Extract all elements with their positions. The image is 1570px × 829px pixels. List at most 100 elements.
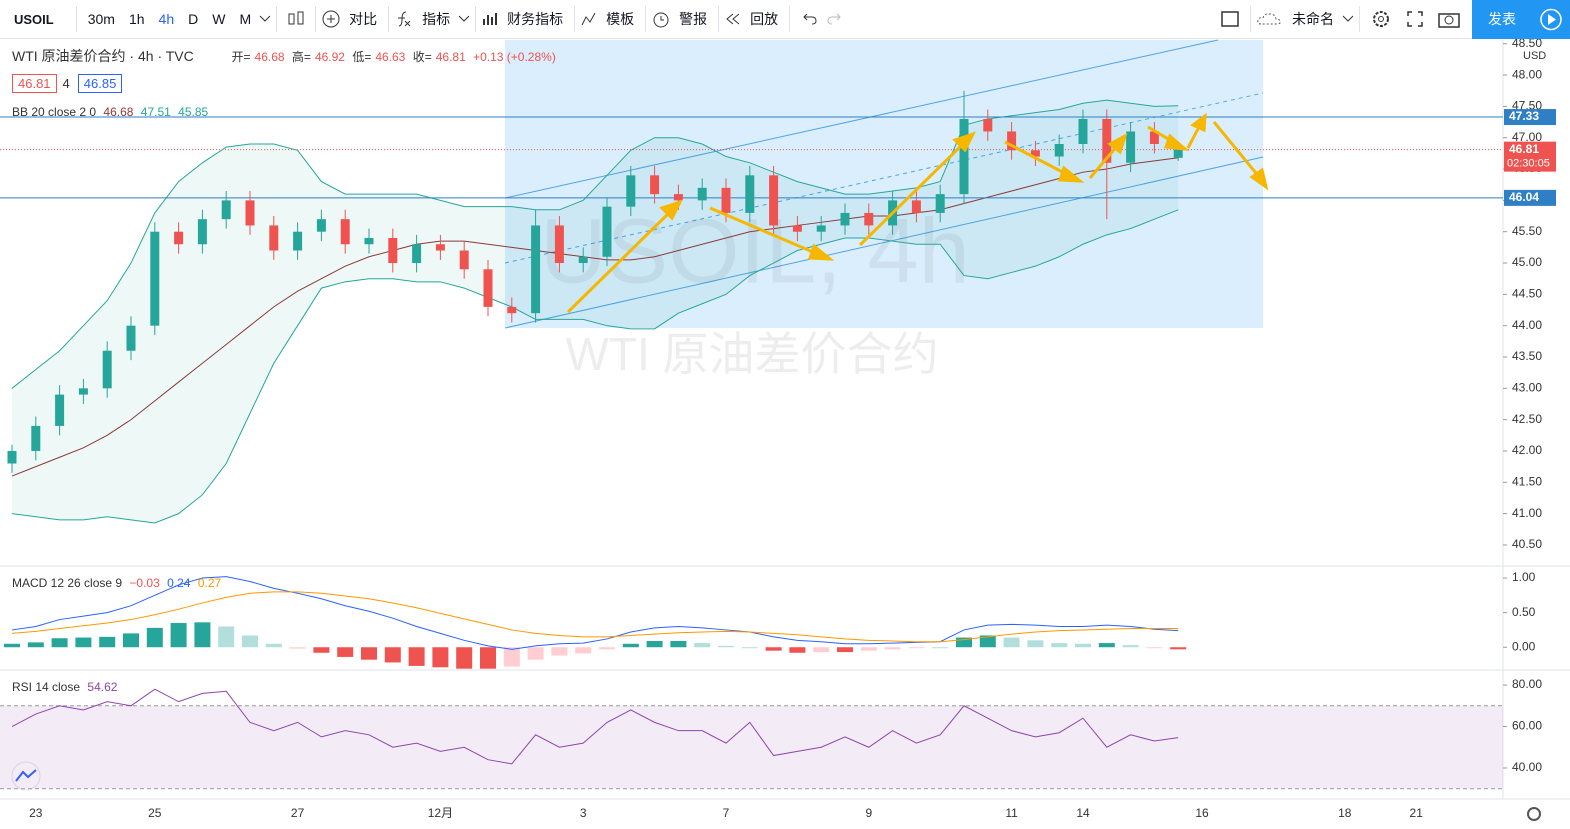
candle-body (531, 225, 541, 314)
candle-body (1102, 118, 1112, 163)
fullscreen-box[interactable] (1216, 9, 1246, 29)
currency: USD (1523, 50, 1546, 62)
interval[interactable]: 4h (158, 11, 175, 27)
candle-body (626, 175, 636, 207)
macd-hist (1098, 643, 1115, 648)
macd-hist (27, 642, 44, 648)
y-tick-label: 40.00 (1512, 760, 1542, 774)
compare-icon[interactable] (320, 9, 342, 29)
bb-value: 47.51 (140, 105, 171, 119)
candle-body (1149, 131, 1159, 144)
macd-value: 0.27 (197, 576, 222, 590)
candle-body (697, 187, 707, 201)
candle-body (150, 231, 160, 326)
fullscreen[interactable] (1398, 8, 1432, 30)
change: +0.13 (+0.28%) (473, 50, 556, 64)
dropdown[interactable] (258, 14, 272, 24)
replay-icon[interactable] (723, 9, 743, 29)
bb-fill (12, 100, 1179, 524)
snapshot[interactable] (1432, 8, 1466, 30)
macd-hist (813, 647, 830, 653)
ask[interactable]: 46.85 (77, 74, 123, 93)
macd-hist (551, 647, 568, 656)
settings-icon[interactable] (1527, 807, 1541, 821)
price-badge-label: 47.33 (1509, 109, 1539, 123)
y-tick-label: 1.00 (1512, 570, 1536, 584)
financials-icon[interactable] (480, 9, 500, 29)
x-tick-label: 21 (1410, 806, 1424, 820)
undo-redo[interactable] (794, 9, 850, 29)
signal-line (11, 591, 1179, 643)
symbol[interactable]: USOIL (14, 11, 54, 27)
y-tick-label: 43.50 (1512, 349, 1542, 363)
x-tick-label: 18 (1338, 806, 1352, 820)
macd-legend: MACD 12 26 close 9 −0.03 0.24 0.27 (12, 576, 225, 590)
chart-style[interactable] (281, 9, 311, 29)
compare[interactable]: 对比 (349, 11, 378, 27)
candle-body (7, 450, 17, 464)
cloud-icon[interactable] (1255, 9, 1285, 29)
interval[interactable]: M (239, 11, 252, 27)
candle-body (459, 250, 469, 270)
macd-hist (741, 647, 758, 649)
dropdown[interactable] (1341, 14, 1355, 24)
candle-body (174, 231, 184, 245)
macd-hist (932, 647, 949, 649)
settings[interactable] (1364, 8, 1398, 30)
interval[interactable]: D (188, 11, 199, 27)
separator (718, 6, 720, 32)
candle-body (221, 200, 231, 220)
macd-hist (480, 647, 496, 669)
replay[interactable]: 回放 (750, 11, 779, 27)
x-tick-label: 14 (1076, 806, 1090, 820)
interval[interactable]: W (212, 11, 226, 27)
interval[interactable]: 1h (128, 11, 145, 27)
y-tick-label: 48.50 (1512, 36, 1542, 50)
layout-name[interactable]: 未命名 (1292, 11, 1334, 27)
indicator-icon[interactable] (393, 9, 415, 29)
macd-hist (1027, 640, 1044, 648)
value: 46.92 (314, 50, 345, 64)
candle-body (911, 200, 921, 213)
macd-hist (956, 637, 972, 648)
label: 低= (352, 50, 372, 64)
macd-hist (908, 647, 925, 649)
separator (75, 6, 77, 32)
publish[interactable]: 发表 (1472, 0, 1532, 39)
candle-body (293, 231, 303, 251)
candle-body (364, 237, 374, 245)
candle-body (197, 219, 207, 245)
macd-hist (1170, 647, 1187, 650)
dropdown[interactable] (457, 14, 471, 24)
rsi-line (11, 688, 1179, 765)
rsi-value: 54.62 (87, 680, 118, 694)
indicators[interactable]: 指标 (422, 11, 451, 27)
candle-body (983, 118, 993, 132)
logo-icon (15, 769, 37, 782)
candle-body (483, 269, 493, 307)
play[interactable] (1532, 0, 1570, 39)
macd-hist (456, 647, 473, 669)
x-tick-label: 7 (723, 806, 730, 820)
macd-hist (1075, 643, 1091, 648)
templates[interactable]: 模板 (606, 11, 635, 27)
financials[interactable]: 财务指标 (507, 11, 564, 27)
y-tick-label: 45.00 (1512, 255, 1542, 269)
candle-body (435, 244, 445, 251)
y-tick-label: 48.00 (1512, 67, 1542, 81)
interval[interactable]: 30m (87, 11, 115, 27)
bb-value: 45.85 (178, 105, 209, 119)
alert-icon[interactable] (650, 9, 672, 29)
candle-body (102, 350, 112, 389)
rsi-name: RSI 14 close (12, 680, 81, 694)
macd-hist (646, 641, 663, 648)
template-icon[interactable] (579, 9, 599, 29)
bid[interactable]: 46.81 (12, 74, 57, 93)
candle-body (816, 225, 826, 232)
separator (1250, 6, 1251, 32)
alerts[interactable]: 警报 (679, 11, 708, 27)
candle-body (864, 212, 874, 226)
candle-body (650, 175, 660, 195)
candle-body (745, 175, 755, 213)
